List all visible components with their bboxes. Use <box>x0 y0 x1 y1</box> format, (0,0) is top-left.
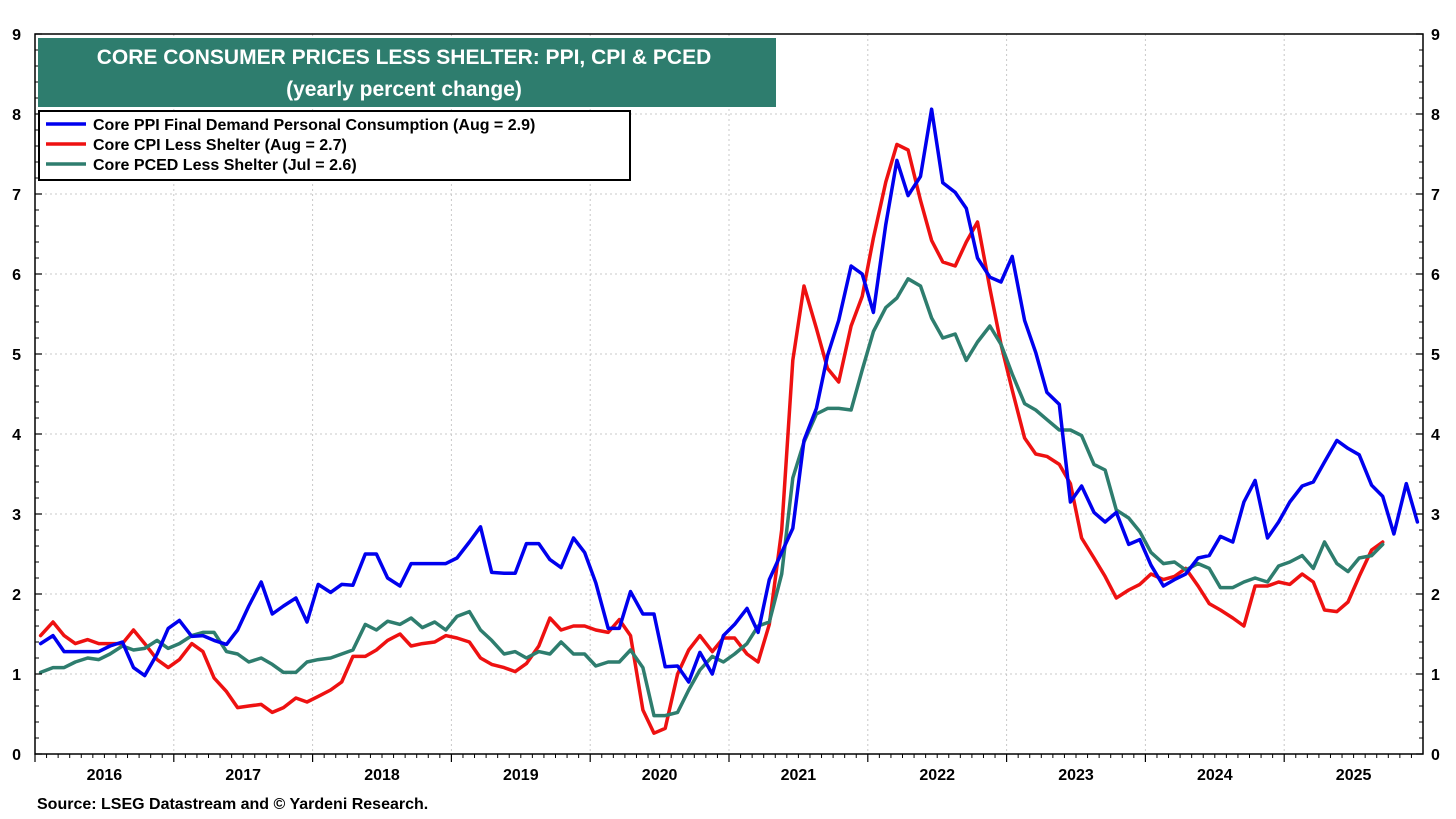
grid <box>35 34 1423 754</box>
y-tick-label-left: 5 <box>12 347 21 364</box>
x-tick-label: 2021 <box>781 767 817 784</box>
y-tick-label-right: 9 <box>1431 27 1440 44</box>
ticks-layer <box>34 33 1423 762</box>
y-tick-label-right: 2 <box>1431 587 1440 604</box>
legend-box <box>38 110 631 181</box>
x-tick-label: 2025 <box>1336 767 1372 784</box>
y-tick-label-right: 7 <box>1431 187 1440 204</box>
x-tick-label: 2018 <box>364 767 400 784</box>
chart-subtitle: (yearly percent change) <box>286 78 522 101</box>
x-tick-label: 2023 <box>1058 767 1094 784</box>
y-tick-label-left: 8 <box>12 107 21 124</box>
source-note: Source: LSEG Datastream and © Yardeni Re… <box>37 796 428 813</box>
y-tick-label-left: 7 <box>12 187 21 204</box>
y-tick-label-left: 2 <box>12 587 21 604</box>
series-line-core-pced <box>38 277 1385 718</box>
series-layer <box>38 107 1420 735</box>
chart-title: CORE CONSUMER PRICES LESS SHELTER: PPI, … <box>97 46 712 69</box>
legend-label-cpi: Core CPI Less Shelter (Aug = 2.7) <box>93 137 347 154</box>
y-tick-label-left: 6 <box>12 267 21 284</box>
x-tick-label: 2022 <box>919 767 955 784</box>
y-tick-label-right: 8 <box>1431 107 1440 124</box>
y-tick-label-right: 0 <box>1431 747 1440 764</box>
legend-label-pced: Core PCED Less Shelter (Jul = 2.6) <box>93 157 357 174</box>
y-tick-label-left: 1 <box>12 667 21 684</box>
y-tick-label-right: 6 <box>1431 267 1440 284</box>
y-tick-label-right: 4 <box>1431 427 1440 444</box>
y-tick-label-right: 3 <box>1431 507 1440 524</box>
x-tick-label: 2016 <box>87 767 123 784</box>
labels-layer: 0 0 1 1 2 2 3 3 4 4 5 5 6 6 7 7 8 8 9 9 2016 2017 2018 2019 2020… <box>12 27 1440 784</box>
x-tick-label: 2020 <box>642 767 678 784</box>
y-tick-label-right: 1 <box>1431 667 1440 684</box>
y-tick-label-left: 3 <box>12 507 21 524</box>
title-background <box>38 38 776 107</box>
legend-label-ppi: Core PPI Final Demand Personal Consumpti… <box>93 117 535 134</box>
y-tick-label-left: 0 <box>12 747 21 764</box>
y-tick-label-left: 9 <box>12 27 21 44</box>
title-box: CORE CONSUMER PRICES LESS SHELTER: PPI, … <box>38 38 776 107</box>
y-tick-label-right: 5 <box>1431 347 1440 364</box>
x-tick-label: 2024 <box>1197 767 1233 784</box>
legend: Core PPI Final Demand Personal Consumpti… <box>38 110 631 181</box>
y-tick-label-left: 4 <box>12 427 21 444</box>
x-tick-label: 2017 <box>225 767 261 784</box>
series-line-core-ppi <box>38 107 1420 684</box>
x-tick-label: 2019 <box>503 767 539 784</box>
